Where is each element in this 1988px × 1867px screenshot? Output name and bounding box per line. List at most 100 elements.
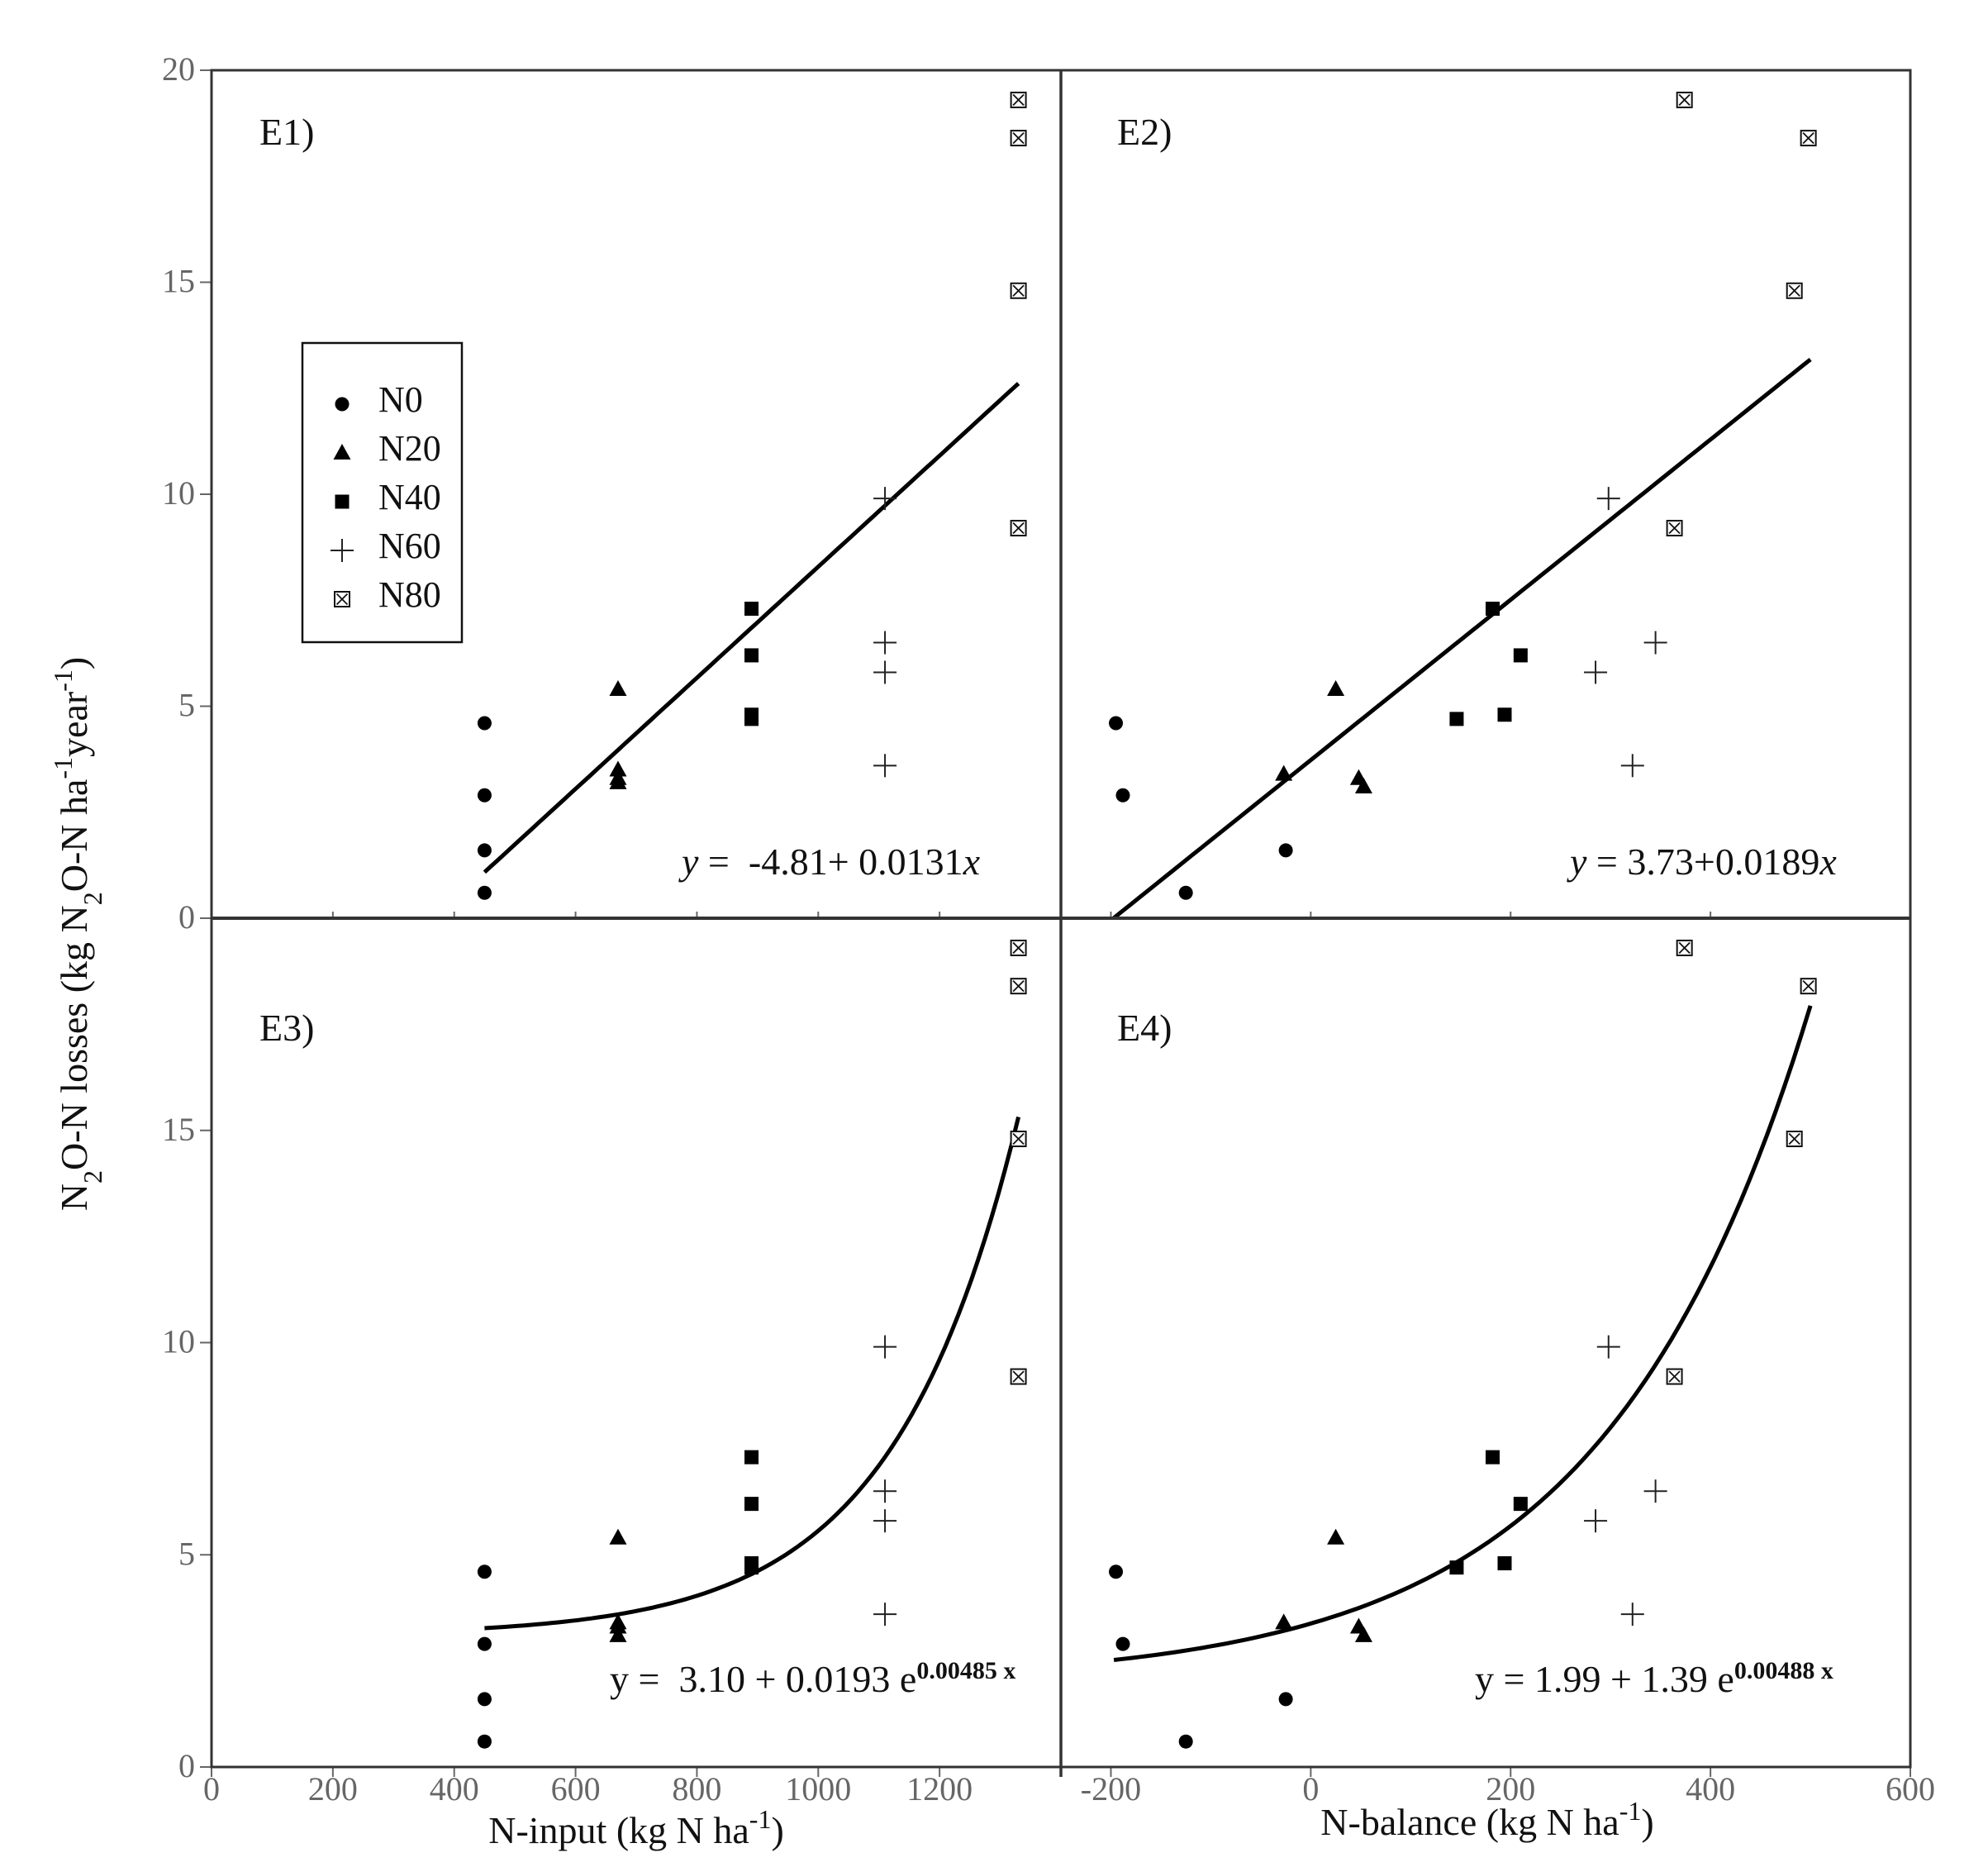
point-n60	[1643, 1479, 1667, 1503]
point-n80	[1010, 978, 1027, 995]
equation-e2-eq: =	[1586, 841, 1627, 883]
point-n0	[477, 1692, 492, 1707]
x-tick-label: 200	[1486, 1770, 1535, 1807]
legend-label: N60	[378, 526, 441, 566]
point-n0	[1115, 788, 1130, 803]
point-n40	[1485, 1450, 1500, 1465]
point-n0	[477, 885, 492, 900]
point-n0	[1109, 716, 1124, 731]
legend-label: N0	[378, 379, 423, 420]
point-n60	[1643, 631, 1667, 655]
legend-label: N80	[378, 574, 441, 615]
y-label-mid: O-N losses (kg N	[53, 905, 95, 1170]
point-n0	[1278, 1692, 1293, 1707]
legend-item-n60: N60	[331, 526, 441, 566]
y-label-sup1: -1	[48, 757, 78, 779]
y-tick-label: 0	[178, 1747, 195, 1784]
x-tick-label: 1000	[785, 1770, 851, 1807]
point-n40	[1513, 1497, 1528, 1512]
point-n60	[1596, 487, 1620, 511]
point-n20	[609, 760, 627, 777]
point-n40	[744, 1497, 759, 1512]
x-tick-label: 800	[672, 1770, 721, 1807]
x-label-left-text: N-input (kg N ha	[488, 1809, 749, 1851]
x-tick-label: 400	[430, 1770, 479, 1807]
y-label-sup2: -1	[48, 669, 78, 692]
panel-label-e3: E3)	[259, 1007, 314, 1049]
point-n0	[1178, 1734, 1193, 1749]
point-n80	[1010, 1131, 1027, 1148]
fit-line-e2	[1112, 357, 1812, 920]
x-label-left-close: )	[771, 1809, 783, 1851]
point-n20	[609, 773, 627, 789]
point-n80	[1666, 1368, 1683, 1385]
legend-marker-n40	[335, 494, 350, 509]
fit-line-e3	[484, 1116, 1021, 1631]
legend-items: N0 N20 N40 N60 N80	[331, 379, 441, 615]
point-n60	[1584, 660, 1608, 684]
point-n0	[477, 716, 492, 731]
legend-label: N20	[378, 428, 441, 469]
panels: E1) 0 5 10 15 20 E2) E3) 0 5 10 15 0 200 400 600 800 1000…	[162, 50, 1935, 1807]
panel-label-e1: E1)	[259, 111, 314, 153]
legend-marker-n60	[331, 539, 354, 562]
point-n40	[1449, 712, 1464, 726]
x-tick-label: 1200	[906, 1770, 973, 1807]
x-axis-label-left: N-input (kg N ha-1)	[488, 1804, 784, 1851]
x-label-right-text: N-balance (kg N ha	[1320, 1801, 1619, 1843]
figure-frame	[210, 69, 1912, 1777]
point-n0	[477, 788, 492, 803]
point-n0	[1178, 885, 1193, 900]
x-label-right-sup: -1	[1619, 1796, 1642, 1826]
point-n0	[477, 1636, 492, 1651]
y-tick-label: 10	[162, 1323, 195, 1360]
point-n0	[1109, 1565, 1124, 1579]
y-label-close: )	[53, 657, 95, 669]
panel-e2: E2)	[1109, 91, 1911, 920]
y-tick-label: 5	[178, 687, 195, 724]
y-tick-label: 15	[162, 263, 195, 300]
equation-e4-sup: 0.00488 x	[1734, 1657, 1833, 1684]
point-n60	[873, 1479, 897, 1503]
x-tick-label: 0	[1302, 1770, 1319, 1807]
legend-item-n80: N80	[334, 574, 441, 615]
x-tick-label: 600	[551, 1770, 601, 1807]
point-n40	[744, 1560, 759, 1575]
legend-marker-n0	[335, 397, 350, 412]
equation-e1-rest: -4.81+ 0.0131	[739, 841, 963, 883]
panel-e3: E3) 0 5 10 15 0 200 400 600 800 1000 1200	[162, 939, 1027, 1807]
point-n60	[873, 754, 897, 778]
point-n80	[1010, 130, 1027, 147]
point-n80	[1666, 520, 1683, 537]
point-n20	[1354, 1626, 1372, 1642]
x-axis-label-right: N-balance (kg N ha-1)	[1320, 1796, 1653, 1843]
point-n60	[873, 631, 897, 655]
equation-e3-sup: 0.00485 x	[916, 1657, 1015, 1684]
panel-e1: E1) 0 5 10 15 20	[162, 50, 1027, 936]
equation-e4: y = 1.99 + 1.39 e0.00488 x	[1475, 1657, 1833, 1701]
point-n60	[1596, 1335, 1620, 1359]
fit-line-e4	[1113, 1005, 1813, 1662]
point-n40	[744, 712, 759, 726]
fit-line-e1	[483, 382, 1020, 874]
panel-e4: E4) -200 0 200 400 600	[1081, 939, 1935, 1807]
point-n60	[873, 660, 897, 684]
point-n60	[1620, 754, 1644, 778]
x-tick-label: -200	[1081, 1770, 1141, 1807]
y-label-sub2: 2	[78, 892, 107, 905]
point-n60	[873, 1603, 897, 1626]
point-n0	[477, 843, 492, 858]
y-label-pre: N	[53, 1184, 95, 1211]
equation-e1: y = -4.81+ 0.0131x	[678, 841, 981, 883]
equation-e1-x: x	[963, 841, 981, 883]
point-n80	[1786, 282, 1803, 299]
point-n20	[609, 1626, 627, 1642]
point-n0	[477, 1734, 492, 1749]
point-n60	[873, 1509, 897, 1533]
point-n40	[1497, 1556, 1512, 1571]
point-n80	[1010, 282, 1027, 299]
equation-e1-eq: =	[698, 841, 739, 883]
y-tick-label: 15	[162, 1111, 195, 1148]
legend-box	[301, 341, 464, 644]
